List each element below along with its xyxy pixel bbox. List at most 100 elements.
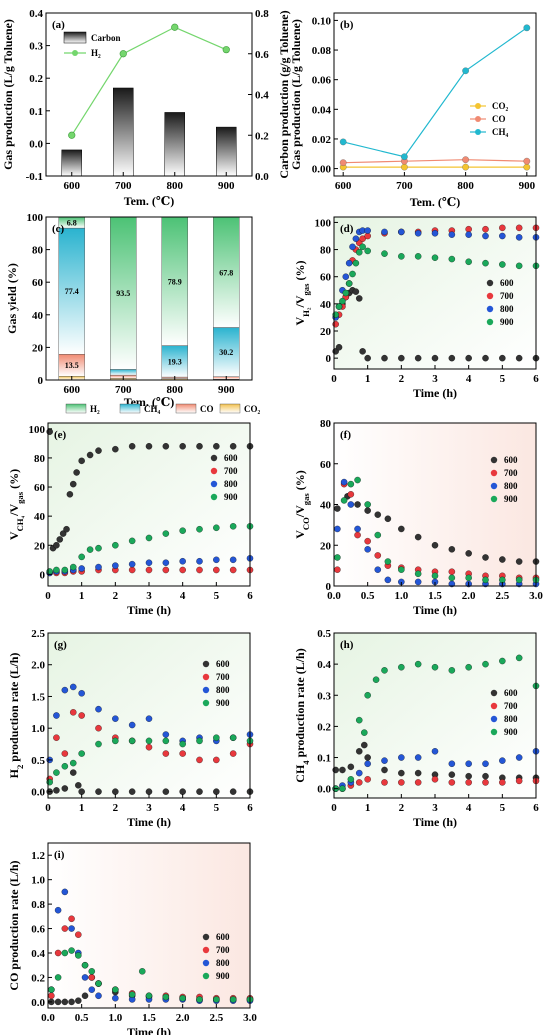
x-tick-label: 0 [45, 802, 51, 814]
legend-marker [202, 686, 210, 694]
data-point [342, 289, 350, 297]
data-point [431, 542, 439, 549]
data-point [334, 505, 341, 512]
data-point [61, 925, 69, 932]
y-tick-label: 40 [320, 299, 332, 311]
data-point [381, 250, 388, 257]
y-tick-label: 0.0 [31, 997, 45, 1009]
data-point [229, 566, 237, 574]
data-point [381, 228, 388, 236]
x-tick-label: 5 [500, 802, 506, 814]
data-point [145, 534, 153, 542]
bar-segment [213, 327, 240, 377]
data-point [414, 570, 422, 578]
legend-label: CO [200, 404, 214, 414]
legend-label: 700 [500, 291, 514, 301]
data-label: 30.2 [219, 348, 233, 357]
y-tick-label: 2.5 [31, 628, 45, 640]
data-point [48, 992, 55, 1000]
data-point [88, 968, 96, 975]
legend-marker [475, 116, 481, 122]
plot-frame [333, 12, 537, 177]
data-point [68, 915, 75, 923]
data-point [355, 769, 363, 777]
data-point [334, 566, 341, 573]
data-point [384, 576, 392, 584]
legend-label: CH₄ [492, 127, 509, 137]
data-point [162, 737, 170, 745]
data-point [354, 476, 361, 484]
data-point [78, 712, 85, 719]
data-point [75, 952, 82, 959]
data-point [352, 235, 360, 242]
data-point [179, 443, 186, 450]
y-tick-label: 80 [32, 245, 44, 257]
x-tick-label: 1 [365, 373, 371, 385]
data-point [78, 457, 85, 465]
data-point [162, 559, 170, 566]
data-point [196, 996, 203, 1003]
data-point [81, 961, 89, 969]
data-point [465, 760, 472, 768]
data-point [162, 788, 170, 795]
legend-label: 900 [216, 971, 230, 981]
data-point [431, 663, 439, 671]
x-tick-label: 2.0 [176, 1012, 190, 1024]
data-point [222, 46, 230, 54]
data-point [374, 531, 382, 539]
data-point [448, 231, 456, 238]
data-point [448, 574, 456, 582]
series-line [343, 27, 528, 158]
y-tick-label: 0.3 [317, 690, 331, 702]
data-point [364, 507, 371, 514]
data-point [364, 227, 371, 234]
chart-panel-f: 0 20 40 60 80 0.0 0.5 1.0 1.5 2.0 2.5 3.0 Time (h) VC… [293, 418, 543, 617]
data-point [372, 676, 380, 683]
legend-marker [202, 673, 210, 681]
data-point [414, 769, 422, 777]
data-point [465, 779, 472, 786]
y-tick-label: 0.02 [312, 134, 332, 146]
data-point [340, 478, 348, 486]
data-point [179, 788, 186, 795]
x-tick-label: 6 [533, 802, 539, 814]
x-tick-label: 3 [432, 802, 438, 814]
legend-marker [119, 403, 141, 414]
plot-frame [45, 216, 253, 381]
data-point [229, 788, 237, 795]
data-label: 93.5 [116, 289, 130, 298]
data-point [465, 225, 472, 233]
y-tick-label: 0.4 [29, 8, 43, 20]
data-point [54, 949, 62, 957]
data-point [431, 254, 439, 261]
data-point [482, 232, 489, 240]
x-tick-label: 6 [533, 373, 539, 385]
y-tick-label: 0.5 [317, 628, 331, 640]
data-point [482, 660, 489, 668]
y-tick-label: 1.0 [31, 875, 45, 887]
series-900 [332, 243, 540, 318]
data-point [78, 553, 85, 561]
series-800 [332, 748, 540, 792]
data-point [499, 757, 506, 764]
y-tick-label: 60 [320, 272, 332, 284]
legend-marker [490, 495, 498, 503]
data-point [482, 225, 489, 233]
x-tick-label: 700 [396, 180, 413, 192]
panel-label: (c) [52, 223, 65, 235]
data-point [95, 980, 102, 987]
legend-label: CO [492, 114, 506, 124]
x-tick-label: 700 [115, 384, 132, 396]
data-point [179, 566, 186, 574]
data-point [162, 566, 170, 574]
legend-label: H₂ [90, 404, 100, 414]
data-point [70, 563, 77, 571]
legend-label: 900 [500, 317, 514, 327]
panel-label: (d) [340, 223, 354, 235]
legend-label: 800 [504, 714, 518, 724]
x-tick-label: 3 [432, 373, 438, 385]
x-tick-label: 2 [399, 373, 405, 385]
data-point [340, 497, 348, 504]
legend-marker [202, 959, 210, 967]
data-point [465, 354, 472, 362]
